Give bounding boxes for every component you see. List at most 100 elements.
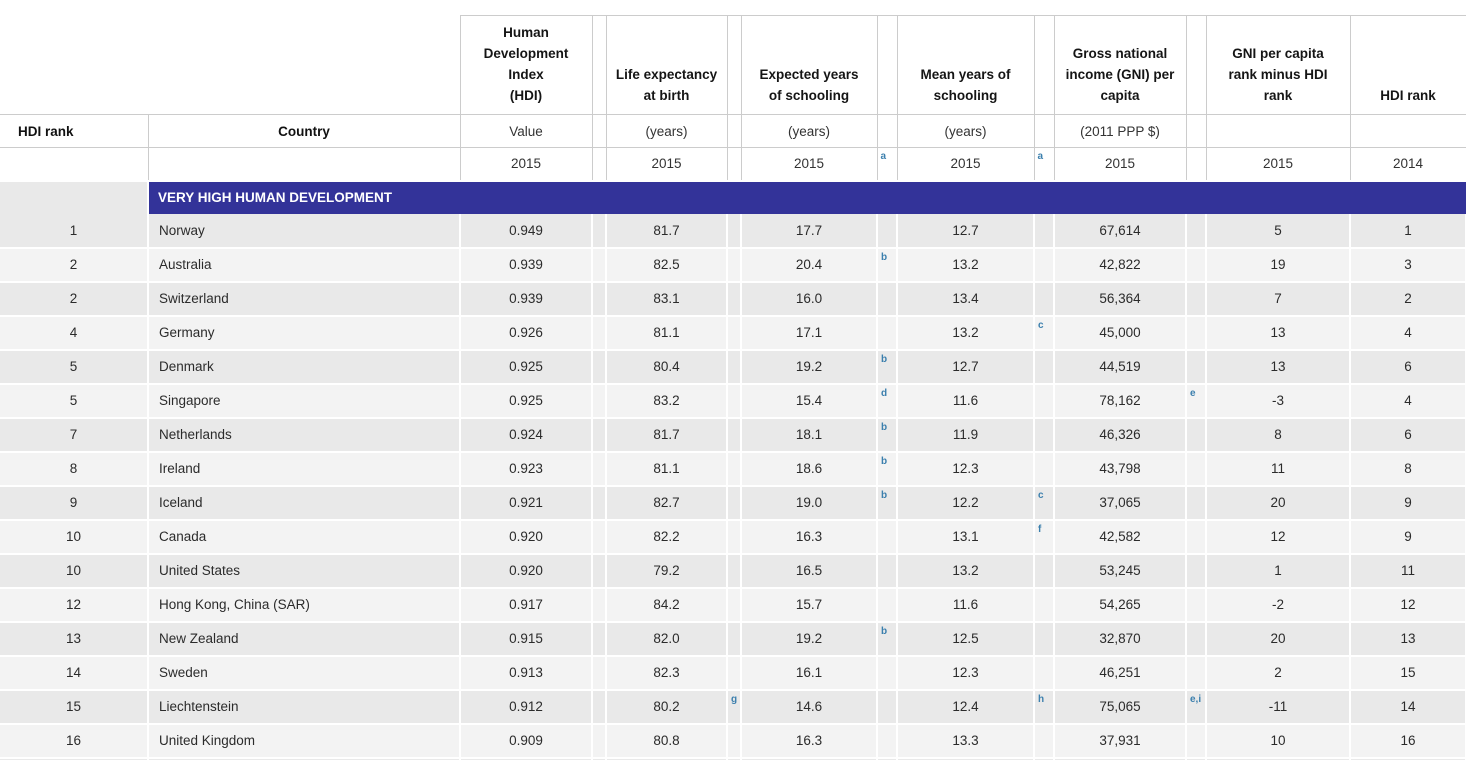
table-row: 2 Australia 0.939 82.5 20.4 b 13.2 42,82… — [0, 247, 1466, 283]
country-cell: Ireland — [148, 451, 461, 487]
year-blank — [148, 147, 460, 181]
note-spacer — [876, 114, 898, 148]
note-spacer — [1185, 15, 1207, 115]
mean-footnote — [1034, 213, 1055, 249]
life-expectancy-cell: 84.2 — [606, 587, 728, 623]
footnote-marker-a: a — [876, 147, 898, 181]
mean-schooling-cell: 11.6 — [897, 587, 1035, 623]
rank-cell: 7 — [0, 417, 149, 453]
hdi-rank-2014-cell: 1 — [1350, 213, 1466, 249]
header-blank-area — [0, 15, 460, 115]
hdi-value-cell: 0.924 — [460, 417, 593, 453]
life-footnote — [727, 451, 742, 487]
mean-unit-label: (years) — [896, 114, 1035, 148]
hdi-value-cell: 0.939 — [460, 247, 593, 283]
rank-cell: 14 — [0, 655, 149, 691]
gni-cell: 42,582 — [1054, 519, 1187, 555]
gni-cell: 78,162 — [1054, 383, 1187, 419]
expected-footnote — [877, 655, 898, 691]
expected-footnote — [877, 723, 898, 759]
mean-footnote — [1034, 247, 1055, 283]
life-expectancy-cell: 80.4 — [606, 349, 728, 385]
hdi-value-cell: 0.920 — [460, 553, 593, 589]
hdi-rank-2014-cell: 4 — [1350, 383, 1466, 419]
life-expectancy-cell: 81.7 — [606, 213, 728, 249]
section-row: VERY HIGH HUMAN DEVELOPMENT — [0, 179, 1466, 214]
note-spacer — [592, 553, 607, 589]
life-footnote — [727, 655, 742, 691]
mean-footnote — [1034, 417, 1055, 453]
note-spacer — [592, 621, 607, 657]
col-header-life-expectancy: Life expectancy at birth — [605, 15, 728, 115]
note-spacer — [592, 315, 607, 351]
sublabel-row: HDI rank Country Value (years) (years) (… — [0, 114, 1466, 148]
gni-rank-diff-cell: 5 — [1206, 213, 1351, 249]
hdi-rank-2014-cell: 12 — [1350, 587, 1466, 623]
expected-schooling-cell: 15.7 — [741, 587, 878, 623]
hdi-table: Human Development Index (HDI) Life expec… — [0, 15, 1466, 760]
hdi-value-cell: 0.923 — [460, 451, 593, 487]
hdi-rank-2014-cell: 2 — [1350, 281, 1466, 317]
expected-footnote — [877, 519, 898, 555]
gni-footnote — [1186, 417, 1207, 453]
table-row: 8 Ireland 0.923 81.1 18.6 b 12.3 43,798 … — [0, 451, 1466, 487]
col-header-mean-schooling: Mean years of schooling — [896, 15, 1035, 115]
life-expectancy-cell: 81.7 — [606, 417, 728, 453]
country-cell: Norway — [148, 213, 461, 249]
note-spacer — [592, 247, 607, 283]
hdi2014-year: 2014 — [1349, 147, 1466, 181]
note-spacer — [726, 147, 742, 181]
hdi-rank-2014-cell: 6 — [1350, 417, 1466, 453]
note-spacer — [592, 281, 607, 317]
rank-cell: 10 — [0, 553, 149, 589]
table-row: 9 Iceland 0.921 82.7 19.0 b 12.2 c 37,06… — [0, 485, 1466, 521]
gni-rank-diff-cell: 10 — [1206, 723, 1351, 759]
gni-rank-diff-cell: 12 — [1206, 519, 1351, 555]
table-row: 7 Netherlands 0.924 81.7 18.1 b 11.9 46,… — [0, 417, 1466, 453]
col-header-hdi-rank-2014: HDI rank — [1349, 15, 1466, 115]
gni-cell: 37,065 — [1054, 485, 1187, 521]
expected-footnote — [877, 689, 898, 725]
expected-schooling-cell: 19.2 — [741, 349, 878, 385]
rank-cell: 5 — [0, 383, 149, 419]
mean-footnote — [1034, 281, 1055, 317]
col-header-expected-schooling: Expected years of schooling — [740, 15, 878, 115]
life-footnote — [727, 349, 742, 385]
table-row: 5 Denmark 0.925 80.4 19.2 b 12.7 44,519 … — [0, 349, 1466, 385]
note-spacer — [592, 383, 607, 419]
mean-schooling-cell: 11.9 — [897, 417, 1035, 453]
life-footnote — [727, 213, 742, 249]
mean-schooling-cell: 12.2 — [897, 485, 1035, 521]
hdi-rank-2014-cell: 9 — [1350, 519, 1466, 555]
hdi-value-cell: 0.913 — [460, 655, 593, 691]
gni-cell: 43,798 — [1054, 451, 1187, 487]
hdi-value-cell: 0.917 — [460, 587, 593, 623]
table-row: 4 Germany 0.926 81.1 17.1 13.2 c 45,000 … — [0, 315, 1466, 351]
hdi-value-cell: 0.921 — [460, 485, 593, 521]
expected-footnote: b — [877, 417, 898, 453]
country-cell: Canada — [148, 519, 461, 555]
rank-cell: 2 — [0, 281, 149, 317]
country-cell: Germany — [148, 315, 461, 351]
gni-footnote — [1186, 315, 1207, 351]
hdi-value-cell: 0.909 — [460, 723, 593, 759]
mean-footnote — [1034, 553, 1055, 589]
table-row: 14 Sweden 0.913 82.3 16.1 12.3 46,251 2 … — [0, 655, 1466, 691]
table-row: 5 Singapore 0.925 83.2 15.4 d 11.6 78,16… — [0, 383, 1466, 419]
life-expectancy-cell: 79.2 — [606, 553, 728, 589]
mean-footnote: f — [1034, 519, 1055, 555]
gni-rank-diff-cell: 8 — [1206, 417, 1351, 453]
life-footnote — [727, 519, 742, 555]
gni-year: 2015 — [1053, 147, 1187, 181]
hdi-value-cell: 0.915 — [460, 621, 593, 657]
year-row: 2015 2015 2015 a 2015 a 2015 2015 2014 — [0, 147, 1466, 181]
gni-footnote — [1186, 451, 1207, 487]
table-row: 10 Canada 0.920 82.2 16.3 13.1 f 42,582 … — [0, 519, 1466, 555]
rank-cell: 5 — [0, 349, 149, 385]
expected-footnote — [877, 553, 898, 589]
life-expectancy-cell: 82.0 — [606, 621, 728, 657]
life-footnote — [727, 315, 742, 351]
expected-schooling-cell: 16.3 — [741, 723, 878, 759]
partial-row — [0, 756, 1466, 760]
mean-schooling-cell: 13.1 — [897, 519, 1035, 555]
